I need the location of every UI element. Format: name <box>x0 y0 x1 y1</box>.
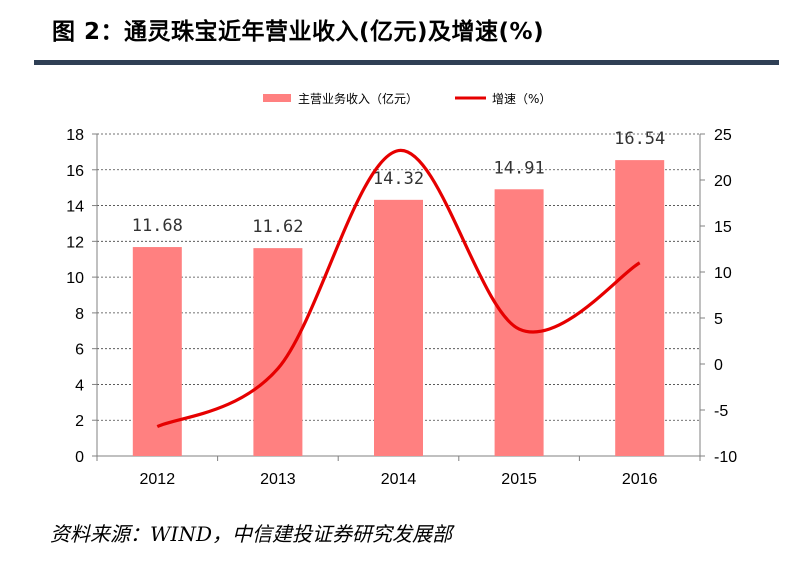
bar-data-label: 11.62 <box>252 217 303 237</box>
legend-label-revenue: 主营业务收入（亿元） <box>298 91 418 106</box>
right-axis-tick-label: 20 <box>714 173 732 190</box>
figure-title: 图 2：通灵珠宝近年营业收入(亿元)及增速(%) <box>52 19 545 45</box>
bar-data-label: 14.32 <box>373 169 424 189</box>
left-axis-tick-label: 8 <box>75 306 84 323</box>
bar-data-label: 11.68 <box>132 216 183 236</box>
left-axis-tick-label: 18 <box>66 127 84 144</box>
source-note: 资料来源：WIND，中信建投证券研究发展部 <box>50 522 452 546</box>
title-divider <box>34 60 779 65</box>
right-axis-tick-label: 10 <box>714 265 732 282</box>
revenue-bar <box>615 160 665 456</box>
left-axis-tick-label: 0 <box>75 449 84 466</box>
x-axis-tick-label: 2016 <box>622 471 658 488</box>
right-axis-tick-label: 5 <box>714 311 723 328</box>
left-axis-tick-label: 16 <box>66 163 84 180</box>
legend-label-growth: 增速（%） <box>492 92 551 106</box>
left-axis-tick-label: 6 <box>75 342 84 359</box>
right-axis-tick-label: -5 <box>714 403 728 420</box>
revenue-bar <box>494 189 544 456</box>
left-axis-tick-label: 4 <box>75 377 84 394</box>
bar-data-label: 14.91 <box>494 158 545 178</box>
revenue-bar <box>253 248 303 456</box>
x-axis-tick-label: 2014 <box>381 471 417 488</box>
right-axis-tick-label: 15 <box>714 219 732 236</box>
right-axis-tick-label: 0 <box>714 357 723 374</box>
left-axis-tick-label: 12 <box>66 234 84 251</box>
left-axis-tick-label: 10 <box>66 270 84 287</box>
x-axis-tick-label: 2015 <box>501 471 537 488</box>
x-axis-tick-label: 2013 <box>260 471 296 488</box>
revenue-bar <box>132 247 182 456</box>
chart-canvas: 0 2 4 6 8 10 12 14 16 18 -10 -5 0 5 10 15 20 25 2012 2013 20… <box>66 91 737 488</box>
right-axis-tick-label: 25 <box>714 127 732 144</box>
legend-swatch-revenue <box>263 94 291 102</box>
revenue-bar <box>374 199 423 456</box>
right-axis-tick-label: -10 <box>714 449 737 466</box>
bar-data-label: 16.54 <box>614 129 665 149</box>
x-axis-tick-label: 2012 <box>140 471 176 488</box>
left-axis-tick-label: 2 <box>75 413 84 430</box>
left-axis-tick-label: 14 <box>66 199 84 216</box>
